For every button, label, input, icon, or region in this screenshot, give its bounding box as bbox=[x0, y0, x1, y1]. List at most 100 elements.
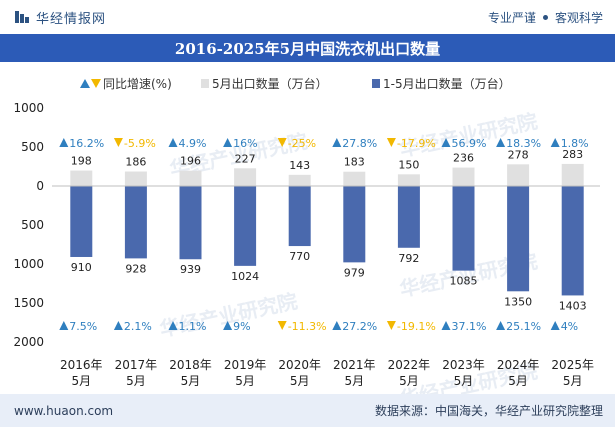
growth-cumulative-up-triangle-icon bbox=[441, 321, 451, 330]
tagline-left: 专业严谨 bbox=[487, 10, 536, 25]
growth-monthly-up-triangle-icon bbox=[496, 138, 506, 147]
bar-monthly bbox=[397, 174, 420, 186]
bar-cumulative-label: 792 bbox=[398, 252, 419, 265]
growth-monthly-label: -17.9% bbox=[397, 137, 436, 150]
growth-cumulative-down-triangle-icon bbox=[277, 321, 287, 330]
legend-up-triangle-icon bbox=[80, 79, 90, 88]
x-tick-label: 2018年 5月 bbox=[169, 358, 212, 388]
growth-cumulative-label: 25.1% bbox=[506, 320, 541, 333]
growth-monthly-label: -5.9% bbox=[124, 137, 156, 150]
growth-cumulative-label: 9% bbox=[233, 320, 250, 333]
growth-cumulative-down-triangle-icon bbox=[386, 321, 396, 330]
watermark-text: 华经产业研究院 bbox=[158, 289, 300, 342]
bar-cumulative-label: 1024 bbox=[231, 270, 259, 283]
bar-monthly-label: 143 bbox=[289, 159, 310, 172]
y-tick-label: 0 bbox=[36, 179, 44, 193]
growth-monthly-label: 1.8% bbox=[561, 137, 589, 150]
x-tick-label: 2025年 5月 bbox=[551, 358, 594, 388]
legend-down-triangle-icon bbox=[91, 79, 101, 88]
growth-cumulative-up-triangle-icon bbox=[332, 321, 342, 330]
y-tick-label: 500 bbox=[21, 140, 44, 154]
bar-monthly-label: 186 bbox=[125, 155, 146, 168]
bar-cumulative-label: 910 bbox=[71, 261, 92, 274]
growth-cumulative-label: 37.1% bbox=[452, 320, 487, 333]
growth-cumulative-label: 1.1% bbox=[179, 320, 207, 333]
bar-monthly-label: 198 bbox=[71, 155, 92, 168]
x-tick-label: 2016年 5月 bbox=[60, 358, 103, 388]
bar-cumulative bbox=[70, 186, 93, 257]
bar-monthly-label: 278 bbox=[508, 148, 529, 161]
bar-cumulative-label: 1085 bbox=[450, 275, 478, 288]
top-bar: 华经情报网 专业严谨 客观科学 bbox=[0, 0, 615, 35]
growth-monthly-down-triangle-icon bbox=[113, 138, 123, 147]
x-tick-label: 2022年 5月 bbox=[388, 358, 431, 388]
bar-cumulative-label: 939 bbox=[180, 263, 201, 276]
bar-monthly bbox=[124, 171, 147, 186]
bar-monthly bbox=[234, 168, 257, 186]
growth-monthly-up-triangle-icon bbox=[59, 138, 69, 147]
bar-cumulative-label: 770 bbox=[289, 250, 310, 263]
legend-monthly-label: 5月出口数量（万台） bbox=[212, 76, 328, 91]
footer-url: www.huaon.com bbox=[14, 403, 114, 418]
bar-monthly bbox=[561, 163, 584, 186]
chart-title: 2016-2025年5月中国洗衣机出口数量 bbox=[174, 39, 441, 58]
growth-monthly-label: 56.9% bbox=[452, 137, 487, 150]
growth-monthly-up-triangle-icon bbox=[223, 138, 233, 147]
bar-cumulative bbox=[124, 186, 147, 259]
bar-monthly-label: 196 bbox=[180, 155, 201, 168]
legend-monthly-swatch bbox=[201, 79, 209, 88]
bar-cumulative bbox=[343, 186, 366, 263]
legend-cumulative-swatch bbox=[372, 79, 380, 88]
bar-monthly bbox=[507, 164, 530, 186]
bar-monthly-label: 183 bbox=[344, 156, 365, 169]
growth-monthly-label: 18.3% bbox=[506, 137, 541, 150]
y-tick-label: 2000 bbox=[13, 335, 44, 349]
bar-cumulative bbox=[561, 186, 584, 296]
growth-cumulative-up-triangle-icon bbox=[496, 321, 506, 330]
tagline-dot-icon bbox=[542, 14, 548, 20]
x-tick-label: 2020年 5月 bbox=[278, 358, 321, 388]
bar-monthly bbox=[288, 174, 311, 186]
bar-monthly-label: 227 bbox=[235, 152, 256, 165]
bar-monthly bbox=[452, 167, 475, 186]
x-tick-label: 2021年 5月 bbox=[333, 358, 376, 388]
tagline: 专业严谨 客观科学 bbox=[488, 9, 603, 26]
y-tick-label: 1500 bbox=[13, 296, 44, 310]
growth-cumulative-label: 4% bbox=[561, 320, 578, 333]
bar-monthly bbox=[70, 170, 93, 186]
bar-cumulative bbox=[452, 186, 475, 271]
bar-monthly-label: 236 bbox=[453, 152, 474, 165]
chart-title-bar: 2016-2025年5月中国洗衣机出口数量 bbox=[0, 34, 615, 62]
y-tick-label: 500 bbox=[21, 218, 44, 232]
growth-cumulative-label: -19.1% bbox=[397, 320, 436, 333]
x-tick-label: 2019年 5月 bbox=[224, 358, 267, 388]
x-tick-label: 2023年 5月 bbox=[442, 358, 485, 388]
growth-cumulative-label: 27.2% bbox=[342, 320, 377, 333]
bar-cumulative bbox=[234, 186, 257, 266]
growth-monthly-up-triangle-icon bbox=[168, 138, 178, 147]
growth-monthly-up-triangle-icon bbox=[332, 138, 342, 147]
growth-cumulative-up-triangle-icon bbox=[550, 321, 560, 330]
bar-cumulative bbox=[507, 186, 530, 292]
bar-cumulative-label: 1350 bbox=[504, 295, 532, 308]
brand: 华经情报网 bbox=[14, 8, 106, 27]
bar-cumulative-label: 1403 bbox=[559, 299, 587, 312]
legend-cumulative-label: 1-5月出口数量（万台） bbox=[383, 76, 511, 91]
growth-monthly-label: 27.8% bbox=[342, 137, 377, 150]
bar-cumulative-label: 979 bbox=[344, 266, 365, 279]
y-tick-label: 1000 bbox=[13, 257, 44, 271]
growth-monthly-up-triangle-icon bbox=[550, 138, 560, 147]
growth-monthly-up-triangle-icon bbox=[441, 138, 451, 147]
growth-cumulative-up-triangle-icon bbox=[223, 321, 233, 330]
tagline-right: 客观科学 bbox=[554, 10, 603, 25]
x-tick-label: 2017年 5月 bbox=[115, 358, 158, 388]
footer: www.huaon.com 数据来源：中国海关，华经产业研究院整理 bbox=[0, 394, 615, 427]
growth-monthly-label: 16.2% bbox=[69, 137, 104, 150]
bar-cumulative bbox=[397, 186, 420, 248]
bar-cumulative-label: 928 bbox=[125, 262, 146, 275]
brand-name: 华经情报网 bbox=[36, 11, 107, 27]
growth-cumulative-label: -11.3% bbox=[288, 320, 327, 333]
x-tick-label: 2024年 5月 bbox=[497, 358, 540, 388]
growth-monthly-down-triangle-icon bbox=[386, 138, 396, 147]
bar-monthly bbox=[179, 170, 202, 186]
